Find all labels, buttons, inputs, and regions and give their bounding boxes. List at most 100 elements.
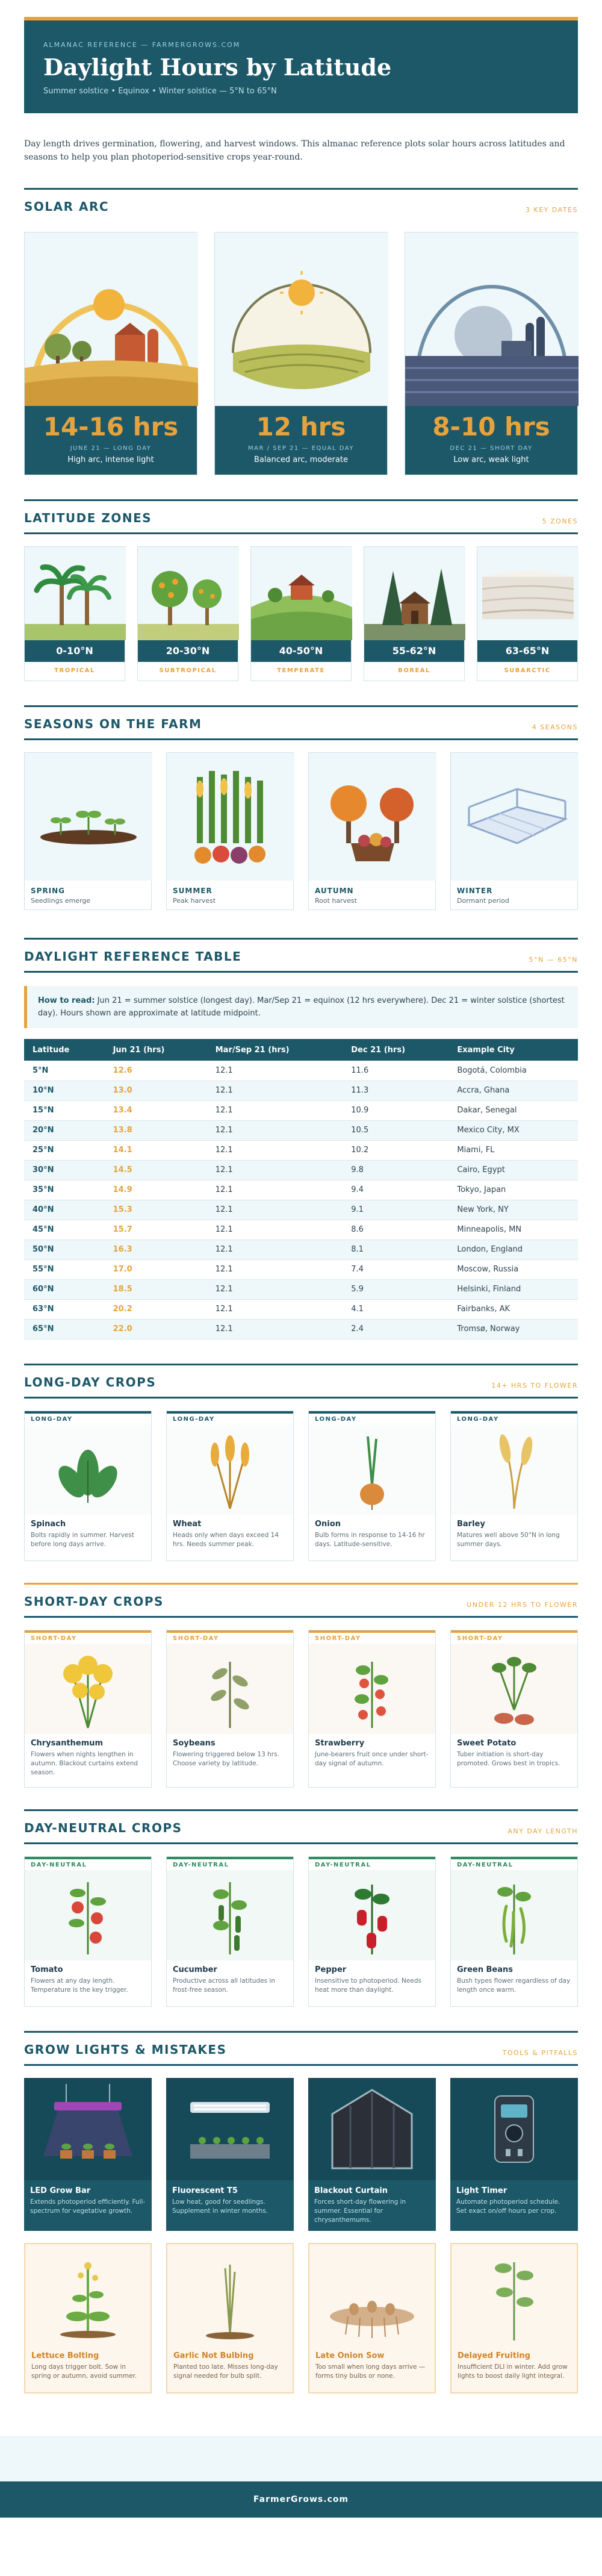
crop-card-sweet-potato: SHORT-DAY Sweet Potato Tuber initiation … [450, 1629, 578, 1788]
table-cell: Moscow, Russia [448, 1259, 578, 1280]
season-card-summer: SUMMER Peak harvest [166, 752, 294, 910]
zone-card-subarctic: 63-65°N SUBARCTIC [477, 546, 579, 681]
table-cell: 12.1 [206, 1140, 343, 1161]
section-tag: TOOLS & PITFALLS [502, 2048, 578, 2057]
table-cell: Helsinki, Finland [448, 1279, 578, 1300]
divider [24, 1582, 578, 1585]
crop-description: Flowers at any day length. Temperature i… [31, 1977, 128, 1994]
wheat-icon [167, 1424, 293, 1515]
crop-tag: LONG-DAY [309, 1411, 435, 1424]
crop-card-spinach: LONG-DAY Spinach Bolts rapidly in summer… [24, 1410, 152, 1561]
solar-card-winter: 8-10 hrs DEC 21 — SHORT DAY Low arc, wea… [405, 232, 579, 475]
crop-card-pepper: DAY-NEUTRAL Pepper Insensitive to photop… [308, 1856, 436, 2007]
season-name: SUMMER [173, 887, 213, 895]
crop-description: Flowers when nights lengthen in autumn. … [31, 1750, 138, 1776]
crop-description: Bush types flower regardless of day leng… [457, 1977, 571, 1994]
solar-band: 8-10 hrs DEC 21 — SHORT DAY Low arc, wea… [405, 406, 577, 475]
section-title: SHORT-DAY CROPS [24, 1594, 164, 1609]
autumn-trees-icon [309, 753, 436, 881]
table-cell: 22.0 [104, 1319, 207, 1339]
page-header: ALMANAC REFERENCE — FARMERGROWS.COM Dayl… [24, 17, 578, 113]
blackout-greenhouse-icon [308, 2077, 436, 2180]
mistake-name: Garlic Not Bulbing [173, 2351, 254, 2360]
page: ALMANAC REFERENCE — FARMERGROWS.COM Dayl… [0, 17, 602, 2518]
tool-card-fluorescent: Fluorescent T5 Low heat, good for seedli… [166, 2077, 294, 2231]
crop-description: June-bearers fruit once under short-day … [315, 1750, 429, 1767]
table-cell: 12.1 [206, 1259, 343, 1280]
table-cell: Mexico City, MX [448, 1120, 578, 1141]
section-header: GROW LIGHTS & MISTAKES TOOLS & PITFALLS [24, 2042, 578, 2066]
section-latitude-zones: LATITUDE ZONES 5 ZONES 0-10°N TROPICAL [24, 511, 579, 681]
crop-name: Pepper [315, 1965, 347, 1974]
table-cell: 13.4 [104, 1100, 207, 1121]
table-cell: 12.1 [206, 1240, 343, 1260]
mistake-description: Insufficient DLI in winter. Add grow lig… [458, 2363, 568, 2380]
section-tag: 5 ZONES [542, 517, 578, 525]
onion-icon [309, 1424, 435, 1515]
table-cell: 50°N [24, 1240, 105, 1260]
crop-card-wheat: LONG-DAY Wheat Heads only when days exce… [166, 1410, 294, 1561]
tool-name: Blackout Curtain [314, 2186, 388, 2195]
solar-desc: Low arc, weak light [453, 455, 529, 464]
table-cell: 12.1 [206, 1160, 343, 1180]
crop-name: Wheat [173, 1519, 202, 1529]
season-name: SPRING [31, 887, 66, 895]
table-cell: 5.9 [343, 1279, 449, 1300]
crop-tag: LONG-DAY [25, 1411, 151, 1424]
zone-card-tropical: 0-10°N TROPICAL [24, 546, 126, 681]
equinox-arc-illustration [215, 232, 388, 406]
palm-tree-icon [25, 547, 126, 640]
table-cell: 14.1 [104, 1140, 207, 1161]
crop-tag: LONG-DAY [451, 1411, 577, 1424]
crop-description: Heads only when days exceed 14 hrs. Need… [173, 1531, 279, 1548]
section-grow-lights: GROW LIGHTS & MISTAKES TOOLS & PITFALLS … [24, 2042, 578, 2394]
crop-description: Tuber initiation is short-day promoted. … [457, 1750, 560, 1767]
zone-name: BOREAL [364, 662, 464, 681]
crop-tag: DAY-NEUTRAL [167, 1856, 293, 1870]
table-row: 35°N 14.9 12.1 9.4 Tokyo, Japan [24, 1180, 578, 1200]
winter-arc-illustration [405, 232, 579, 406]
table-cell: Fairbanks, AK [448, 1299, 578, 1320]
table-cell: 60°N [24, 1279, 105, 1300]
strawberry-icon [309, 1643, 435, 1734]
seedling-icon [25, 753, 152, 881]
table-cell: 12.1 [206, 1061, 343, 1081]
zone-range: 63-65°N [477, 640, 577, 662]
section-short-day-crops: SHORT-DAY CROPS UNDER 12 HRS TO FLOWER S… [24, 1594, 578, 1788]
table-cell: 7.4 [343, 1259, 449, 1280]
section-header: DAYLIGHT REFERENCE TABLE 5°N — 65°N [24, 949, 578, 973]
table-cell: 18.5 [104, 1279, 207, 1300]
crop-description: Insensitive to photoperiod. Needs heat m… [315, 1977, 421, 1994]
crop-card-cucumber: DAY-NEUTRAL Cucumber Productive across a… [166, 1856, 294, 2007]
section-day-neutral-crops: DAY-NEUTRAL CROPS ANY DAY LENGTH DAY-NEU… [24, 1821, 578, 2007]
barley-icon [451, 1424, 577, 1515]
table-header-cell: Mar/Sep 21 (hrs) [206, 1039, 343, 1061]
led-grow-bar-icon [24, 2077, 152, 2180]
leggy-plant-icon [452, 2244, 577, 2347]
table-row: 63°N 20.2 12.1 4.1 Fairbanks, AK [24, 1299, 578, 1320]
divider [24, 705, 578, 707]
table-cell: 10.2 [343, 1140, 449, 1161]
mistake-description: Planted too late. Misses long-day signal… [173, 2363, 278, 2380]
solar-hours: 8-10 hrs [432, 412, 550, 441]
table-cell: 8.1 [343, 1240, 449, 1260]
crop-name: Tomato [31, 1965, 63, 1974]
table-row: 30°N 14.5 12.1 9.8 Cairo, Egypt [24, 1160, 578, 1180]
table-row: 10°N 13.0 12.1 11.3 Accra, Ghana [24, 1081, 578, 1101]
table-cell: 4.1 [343, 1299, 449, 1320]
snowy-field-icon [451, 753, 579, 881]
mistake-description: Long days trigger bolt. Sow in spring or… [31, 2363, 137, 2380]
crop-name: Sweet Potato [457, 1738, 517, 1748]
crop-card-tomato: DAY-NEUTRAL Tomato Flowers at any day le… [24, 1856, 152, 2007]
solar-band: 12 hrs MAR / SEP 21 — EQUAL DAY Balanced… [215, 406, 387, 475]
mistake-name: Late Onion Sow [315, 2351, 385, 2360]
tool-card-blackout: Blackout Curtain Forces short-day flower… [308, 2077, 436, 2231]
crop-card-chrysanthemum: SHORT-DAY Chrysanthemum Flowers when nig… [24, 1629, 152, 1788]
green-bean-icon [451, 1870, 577, 1960]
table-cell: 17.0 [104, 1259, 207, 1280]
crop-tag: SHORT-DAY [167, 1630, 293, 1644]
season-name: AUTUMN [315, 887, 354, 895]
table-cell: 12.1 [206, 1319, 343, 1339]
footer-brand: FarmerGrows.com [0, 2481, 602, 2518]
season-subtitle: Root harvest [315, 897, 357, 905]
